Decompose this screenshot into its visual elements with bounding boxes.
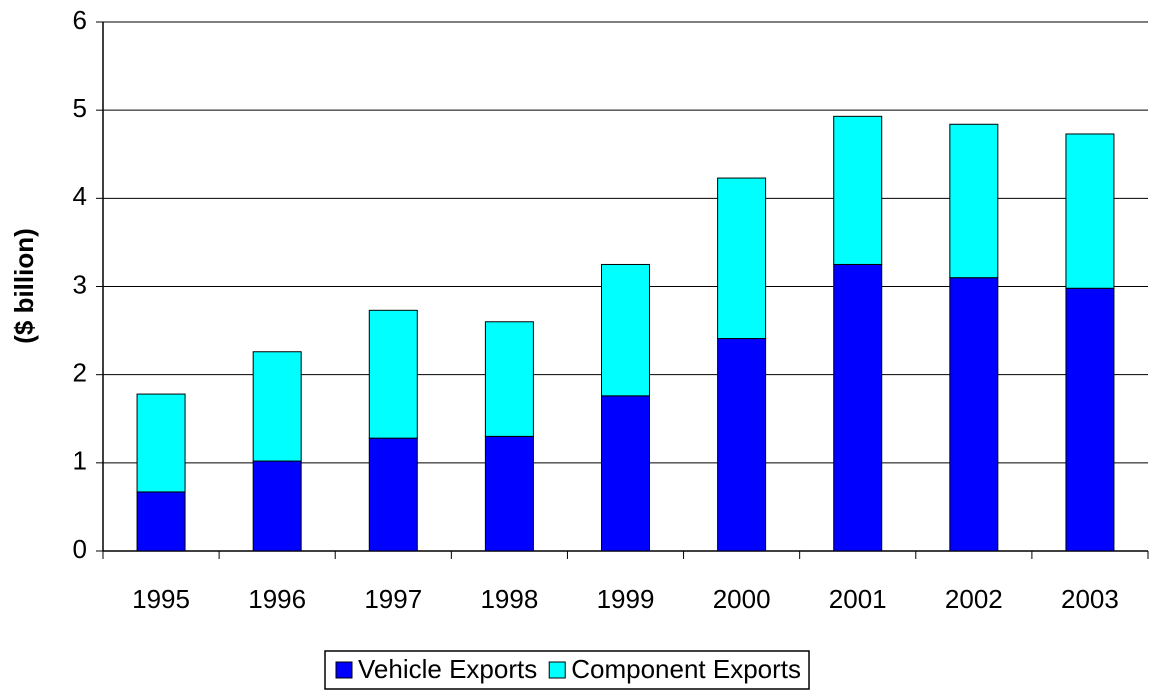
x-tick-label: 1997 [364, 584, 422, 614]
y-tick-label: 6 [73, 5, 87, 35]
x-tick-label: 2000 [713, 584, 771, 614]
y-tick-label: 1 [73, 446, 87, 476]
bar [252, 351, 302, 462]
x-tick-label: 1998 [480, 584, 538, 614]
bar [949, 277, 999, 552]
x-tick-label: 2002 [945, 584, 1003, 614]
bar [949, 123, 999, 279]
x-tick-label: 2001 [829, 584, 887, 614]
bar [601, 395, 650, 552]
bar [484, 435, 534, 552]
y-tick-label: 3 [73, 269, 87, 299]
bar [484, 321, 534, 437]
legend-label: Component Exports [571, 654, 801, 684]
bar [1065, 133, 1115, 289]
bar [717, 177, 767, 340]
x-tick-label: 1996 [248, 584, 306, 614]
legend-swatch [335, 661, 353, 679]
bar [136, 491, 186, 552]
bar [601, 263, 650, 397]
x-tick-label: 1995 [132, 584, 190, 614]
bar [833, 263, 883, 552]
y-tick-label: 5 [73, 93, 87, 123]
y-tick-label: 2 [73, 358, 87, 388]
x-tick-label: 2003 [1061, 584, 1119, 614]
legend-box [324, 650, 810, 690]
bar [1065, 287, 1115, 552]
y-tick-label: 4 [73, 181, 87, 211]
bar [717, 338, 767, 552]
bar [136, 393, 186, 493]
legend-swatch [548, 661, 566, 679]
bar [368, 309, 418, 439]
y-axis-label: ($ billion) [9, 228, 39, 344]
x-tick-label: 1999 [597, 584, 655, 614]
bar [368, 437, 418, 552]
legend-label: Vehicle Exports [358, 654, 537, 684]
bar [833, 115, 883, 265]
y-tick-label: 0 [73, 534, 87, 564]
bar [252, 460, 302, 552]
